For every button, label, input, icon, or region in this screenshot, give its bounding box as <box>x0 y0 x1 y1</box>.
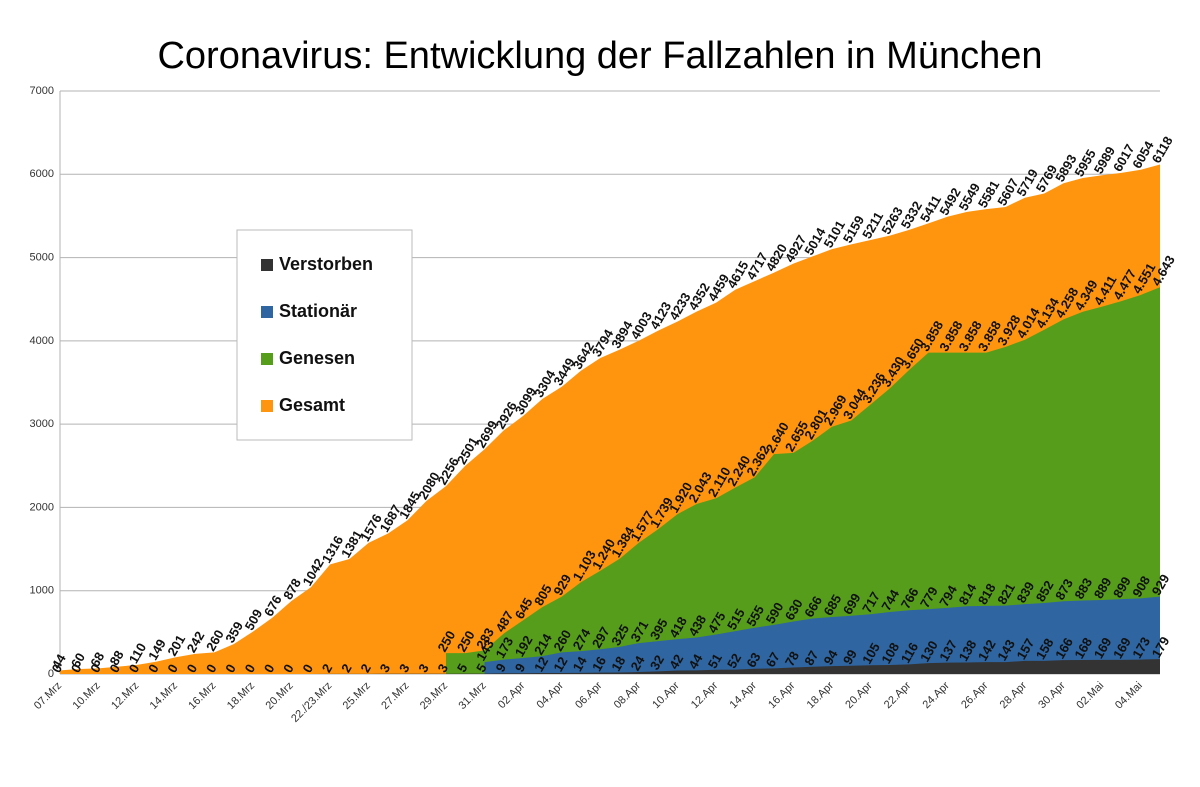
legend-label: Gesamt <box>279 395 345 415</box>
x-tick-label: 02.Mai <box>1074 680 1106 712</box>
x-tick-label: 06.Apr <box>573 679 605 711</box>
x-tick-label: 16.Mrz <box>186 680 218 712</box>
data-label: 63 <box>743 650 763 670</box>
data-label: 87 <box>801 648 821 668</box>
y-tick-label: 1000 <box>30 585 54 597</box>
data-label: 18 <box>608 654 628 674</box>
x-tick-label: 04.Mai <box>1113 680 1145 712</box>
data-label: 32 <box>647 653 667 673</box>
data-label: 52 <box>724 651 744 671</box>
data-label: 12 <box>531 654 551 674</box>
x-tick-label: 14.Apr <box>728 679 760 711</box>
x-tick-label: 18.Mrz <box>225 680 257 712</box>
x-tick-label: 02.Apr <box>496 679 528 711</box>
x-tick-label: 27.Mrz <box>379 680 411 712</box>
data-label: 68 <box>87 650 107 670</box>
x-tick-label: 20.Apr <box>843 679 875 711</box>
data-label: 12 <box>550 654 570 674</box>
legend-label: Verstorben <box>279 254 373 274</box>
x-tick-label: 07.Mrz <box>32 680 64 712</box>
legend-swatch <box>261 306 273 318</box>
data-label: 88 <box>106 648 126 668</box>
plot-area: 0 1000 2000 3000 4000 5000 6000 7000 07.Mrz 10.Mr… <box>30 85 1178 725</box>
x-tick-label: 25.Mrz <box>341 680 373 712</box>
y-tick-label: 2000 <box>30 501 54 513</box>
x-tick-label: 04.Apr <box>535 679 567 711</box>
data-label: 78 <box>782 649 802 669</box>
data-label: 16 <box>589 654 609 674</box>
y-tick-label: 3000 <box>30 418 54 430</box>
area <box>60 659 1160 674</box>
x-tick-label: 08.Apr <box>612 679 644 711</box>
data-label: 242 <box>184 629 208 655</box>
area <box>445 287 1160 674</box>
x-tick-label: 20.Mrz <box>263 680 295 712</box>
y-tick-label: 5000 <box>30 251 54 263</box>
x-tick-label: 22./23.Mrz <box>289 680 334 725</box>
y-tick-label: 6000 <box>30 168 54 180</box>
data-label: 99 <box>840 647 860 667</box>
legend-label: Stationär <box>279 301 357 321</box>
legend-label: Genesen <box>279 348 355 368</box>
x-tick-label: 26.Apr <box>959 679 991 711</box>
x-tick-label: 18.Apr <box>805 679 837 711</box>
x-tick-label: 24.Apr <box>920 679 952 711</box>
data-label: 6118 <box>1149 134 1176 166</box>
x-tick-label: 31.Mrz <box>456 680 488 712</box>
data-label: 42 <box>666 652 686 672</box>
x-tick-label: 30.Apr <box>1036 679 1068 711</box>
x-tick-label: 28.Apr <box>998 679 1030 711</box>
legend-swatch <box>261 353 273 365</box>
chart-title: Coronavirus: Entwicklung der Fallzahlen … <box>157 35 1042 77</box>
y-tick-label: 7000 <box>30 85 54 97</box>
data-label: 60 <box>68 650 88 670</box>
x-tick-label: 10.Mrz <box>71 680 103 712</box>
y-tick-label: 4000 <box>30 335 54 347</box>
x-tick-label: 29.Mrz <box>418 680 450 712</box>
y-tick-label: 0 <box>48 668 54 680</box>
x-tick-label: 16.Apr <box>766 679 798 711</box>
x-tick-label: 22.Apr <box>882 679 914 711</box>
data-label: 67 <box>763 650 783 670</box>
x-tick-label: 12.Mrz <box>109 680 141 712</box>
x-tick-label: 10.Apr <box>650 679 682 711</box>
legend-swatch <box>261 400 273 412</box>
x-tick-label: 12.Apr <box>689 679 721 711</box>
legend-swatch <box>261 259 273 271</box>
x-tick-label: 14.Mrz <box>148 680 180 712</box>
data-label: 51 <box>705 651 725 671</box>
area <box>484 596 1160 674</box>
legend: Verstorben Stationär Genesen Gesamt <box>236 229 413 441</box>
